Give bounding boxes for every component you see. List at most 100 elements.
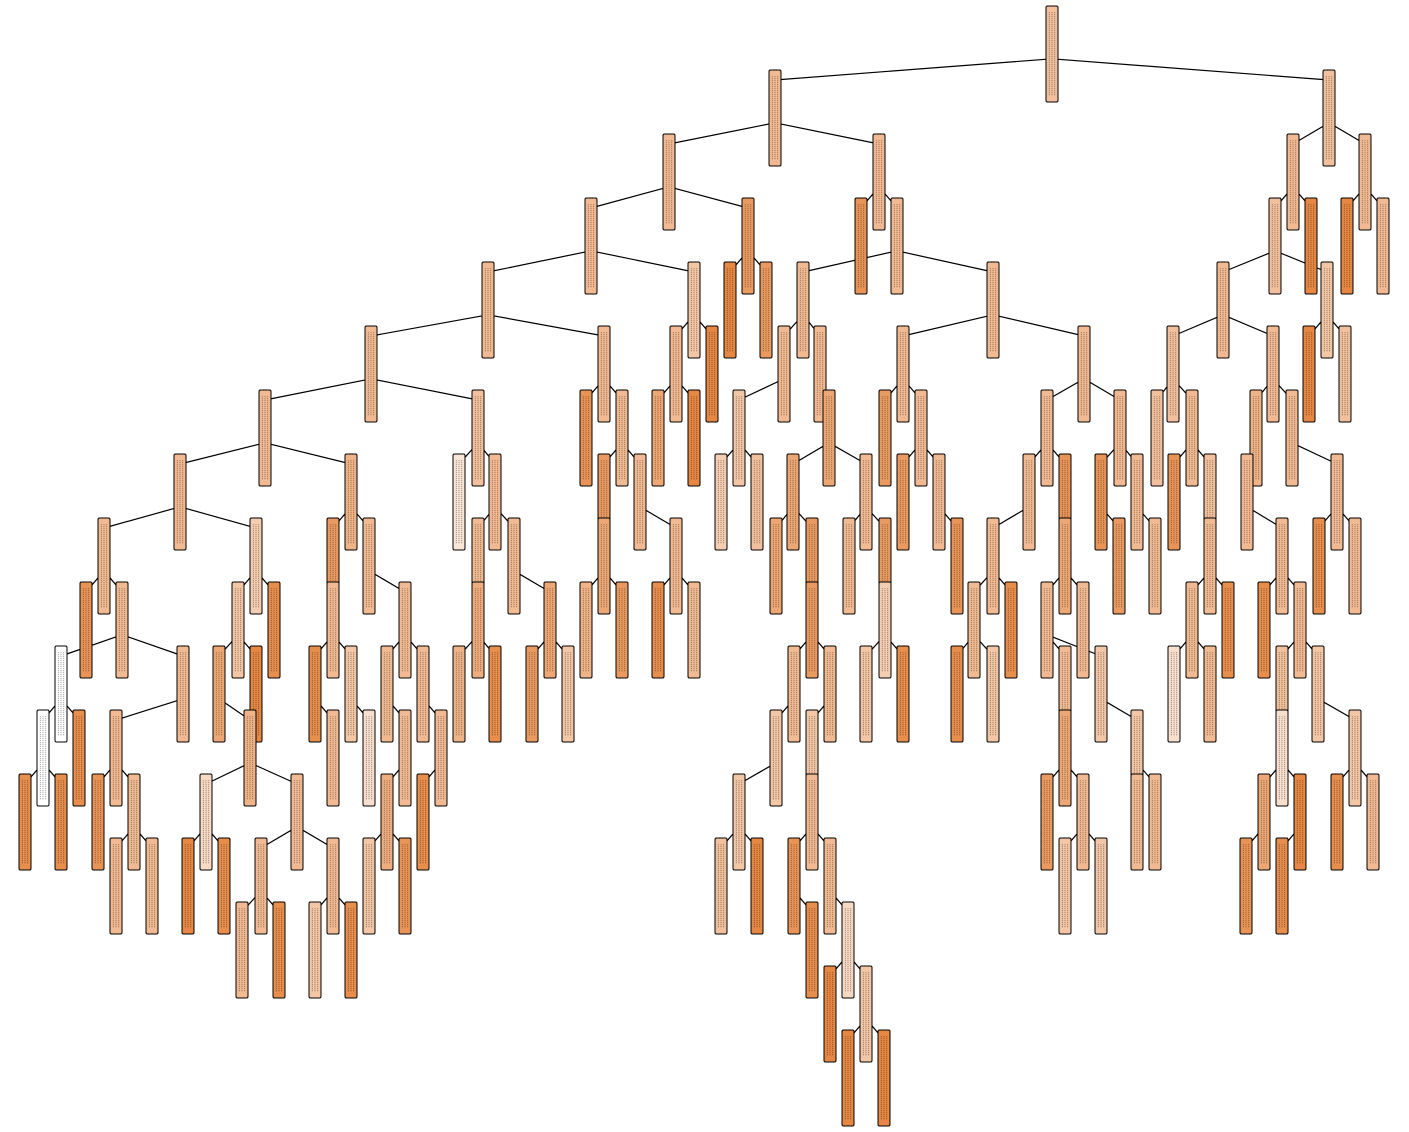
tree-node <box>986 517 1000 615</box>
tree-node <box>1058 517 1072 615</box>
tree-node <box>525 645 539 743</box>
tree-node <box>732 389 746 487</box>
tree-node <box>805 581 819 679</box>
tree-node <box>1045 5 1059 103</box>
tree-node <box>896 645 910 743</box>
tree-node <box>732 773 746 871</box>
tree-node <box>231 581 245 679</box>
tree-node <box>416 645 430 743</box>
tree-node <box>1113 389 1127 487</box>
tree-node <box>1166 325 1180 423</box>
tree-node <box>235 901 249 999</box>
tree-node <box>859 965 873 1063</box>
tree-node <box>173 453 187 551</box>
tree-edge <box>103 506 181 529</box>
tree-node <box>362 837 376 935</box>
tree-node <box>398 581 412 679</box>
tree-node <box>109 837 123 935</box>
tree-node <box>326 837 340 935</box>
tree-edge <box>1274 250 1328 273</box>
tree-node <box>1304 197 1318 295</box>
tree-node <box>488 453 502 551</box>
tree-node <box>714 453 728 551</box>
tree-node <box>1240 453 1254 551</box>
tree-node <box>254 837 268 935</box>
tree-edge <box>205 762 251 785</box>
tree-edge <box>802 250 898 273</box>
tree-node <box>950 517 964 615</box>
tree-node <box>258 389 272 487</box>
tree-node <box>344 645 358 743</box>
tree-edge <box>264 442 352 465</box>
tree-node <box>543 581 557 679</box>
tree-node <box>741 197 755 295</box>
tree-node <box>1076 773 1090 871</box>
tree-node <box>308 645 322 743</box>
tree-edge <box>249 762 298 785</box>
tree-edge <box>115 698 184 721</box>
tree-node <box>1268 197 1282 295</box>
tree-node <box>1330 453 1344 551</box>
tree-node <box>1266 325 1280 423</box>
tree-node <box>932 453 946 551</box>
tree-node <box>597 325 611 423</box>
tree-node <box>398 709 412 807</box>
tree-node <box>1257 581 1271 679</box>
tree-node <box>1094 453 1108 551</box>
tree-node <box>362 709 376 807</box>
tree-node <box>669 325 683 423</box>
tree-node <box>1076 581 1090 679</box>
tree-node <box>481 261 495 359</box>
tree-node <box>1275 837 1289 935</box>
tree-node <box>36 709 50 807</box>
tree-node <box>687 581 701 679</box>
tree-node <box>1302 325 1316 423</box>
tree-node <box>91 773 105 871</box>
tree-node <box>1257 773 1271 871</box>
tree-node <box>1094 645 1108 743</box>
tree-node <box>986 261 1000 359</box>
tree-edge <box>370 314 489 337</box>
tree-node <box>750 837 764 935</box>
tree-node <box>859 645 873 743</box>
tree-node <box>471 581 485 679</box>
tree-node <box>561 645 575 743</box>
tree-edge <box>179 506 257 529</box>
tree-edge <box>1051 58 1330 81</box>
tree-node <box>1330 773 1344 871</box>
tree-node <box>308 901 322 999</box>
tree-node <box>416 773 430 871</box>
tree-node <box>109 709 123 807</box>
tree-node <box>181 837 195 935</box>
tree-node <box>1338 325 1352 423</box>
tree-node <box>1203 645 1217 743</box>
tree-node <box>1221 581 1235 679</box>
tree-node <box>714 837 728 935</box>
tree-node <box>1022 453 1036 551</box>
tree-node <box>115 581 129 679</box>
tree-node <box>267 581 281 679</box>
tree-node <box>787 837 801 935</box>
tree-node <box>97 517 111 615</box>
tree-edge <box>668 186 749 209</box>
tree-node <box>290 773 304 871</box>
tree-node <box>859 453 873 551</box>
tree-node <box>1320 261 1334 359</box>
tree-edge <box>1222 250 1276 273</box>
tree-edge <box>1291 442 1338 465</box>
tree-node <box>854 197 868 295</box>
tree-node <box>1322 69 1336 167</box>
tree-node <box>687 389 701 487</box>
tree-node <box>1348 517 1362 615</box>
tree-node <box>1376 197 1390 295</box>
tree-node <box>805 773 819 871</box>
tree-node <box>344 453 358 551</box>
tree-node <box>18 773 32 871</box>
tree-edge <box>487 250 592 273</box>
tree-node <box>1040 389 1054 487</box>
tree-edge <box>370 378 479 401</box>
tree-node <box>344 901 358 999</box>
tree-node <box>1366 773 1380 871</box>
tree-node <box>687 261 701 359</box>
tree-node <box>823 645 837 743</box>
